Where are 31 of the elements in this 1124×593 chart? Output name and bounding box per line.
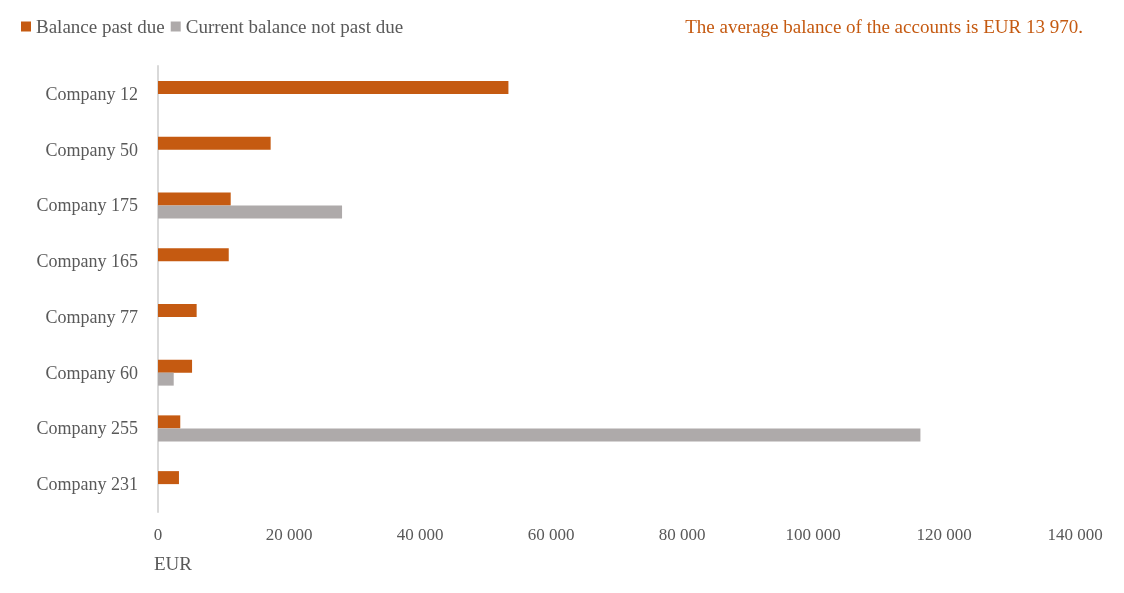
y-tick-label: Company 255	[36, 418, 138, 439]
x-tick-label: 0	[153, 525, 163, 544]
y-tick-label: Company 175	[36, 195, 138, 216]
chart-title: The average balance of the accounts is EUR 13 970.	[685, 16, 1083, 37]
x-tick-label: 80 000	[658, 525, 706, 544]
bar	[158, 248, 229, 262]
y-tick-label: Company 12	[45, 83, 138, 104]
bar	[158, 359, 193, 373]
y-tick-label: Company 77	[45, 306, 138, 327]
bar	[158, 372, 174, 386]
bar	[158, 80, 509, 94]
x-tick-label: 20 000	[265, 525, 313, 544]
bar	[158, 471, 179, 485]
y-tick-label: Company 50	[45, 139, 138, 160]
bar	[158, 205, 343, 219]
bar	[158, 428, 921, 442]
bar	[158, 415, 181, 429]
x-tick-label: 100 000	[785, 525, 841, 544]
x-tick-label: 120 000	[916, 525, 972, 544]
y-tick-label: Company 60	[45, 362, 138, 383]
x-tick-label: 40 000	[396, 525, 444, 544]
x-tick-label: 60 000	[527, 525, 575, 544]
y-tick-label: Company 165	[36, 251, 138, 272]
legend-label: Current balance not past due	[185, 16, 404, 37]
x-tick-label: 140 000	[1047, 525, 1103, 544]
bar	[158, 303, 197, 317]
bar	[158, 136, 271, 150]
x-axis-title: EUR	[154, 553, 193, 574]
legend-label: Balance past due	[36, 16, 165, 37]
bar	[158, 192, 231, 206]
y-tick-label: Company 231	[36, 474, 138, 495]
